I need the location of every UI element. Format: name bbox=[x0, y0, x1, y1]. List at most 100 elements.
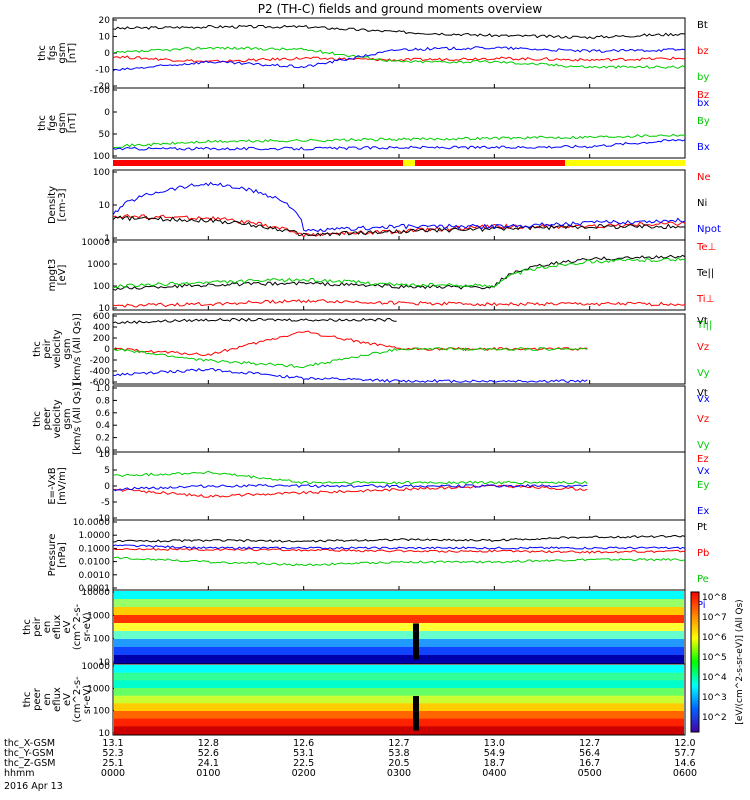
spectrogram-band bbox=[114, 615, 684, 624]
footer-value: 18.7 bbox=[484, 758, 505, 769]
y-tick-label: 20 bbox=[99, 16, 111, 26]
y-tick-label: 0.0010 bbox=[79, 571, 111, 581]
y-axis-label-line: Density bbox=[47, 186, 58, 224]
panel-frame bbox=[112, 87, 686, 159]
legend-entry: Vt bbox=[697, 388, 708, 399]
y-axis-label-line: thc bbox=[32, 341, 43, 357]
y-tick-label: 10000 bbox=[81, 588, 110, 598]
y-tick-label: -10 bbox=[95, 514, 110, 524]
y-tick-label: 10000 bbox=[81, 662, 110, 672]
footer-value: 53.1 bbox=[293, 748, 314, 759]
y-tick-label: -400 bbox=[90, 367, 111, 377]
footer-value: 52.6 bbox=[198, 748, 219, 759]
y-axis-label-line: [km/s (All Qs)] bbox=[72, 383, 83, 455]
legend-entry: bz bbox=[697, 46, 709, 57]
y-tick-label: 10 bbox=[99, 450, 111, 460]
legend-entry: Ey bbox=[697, 480, 709, 491]
legend-entry: Te|| bbox=[696, 268, 714, 279]
mode-bar-segment bbox=[403, 160, 415, 166]
y-tick-label: 0.0001 bbox=[79, 584, 111, 594]
footer-value: 57.7 bbox=[674, 748, 695, 759]
spectrogram-band bbox=[114, 711, 684, 720]
footer-value: 0100 bbox=[196, 768, 220, 779]
spectrogram-band bbox=[114, 623, 684, 632]
y-axis-label-line: sr-eV) bbox=[82, 612, 93, 641]
legend-entry: Ex bbox=[697, 506, 709, 517]
legend-entry: By bbox=[697, 116, 710, 127]
y-tick-label: 100 bbox=[93, 168, 110, 178]
series-line bbox=[113, 46, 686, 69]
y-axis-label-line: Pressure bbox=[47, 534, 58, 577]
footer-value: 12.7 bbox=[388, 738, 409, 749]
y-tick-label: 100 bbox=[93, 282, 110, 292]
y-axis-label-line: en bbox=[42, 693, 53, 706]
y-tick-label: 0.8 bbox=[96, 396, 111, 406]
y-tick-label: 0.0 bbox=[96, 446, 111, 456]
spectrogram-peir_en bbox=[114, 591, 684, 664]
y-tick-label: 10 bbox=[99, 201, 111, 211]
y-axis-label-line: peir bbox=[42, 338, 53, 358]
panel-frame bbox=[112, 385, 686, 453]
series-line bbox=[112, 46, 686, 72]
y-axis-label-line: gsm bbox=[62, 338, 73, 359]
series-line bbox=[112, 368, 588, 384]
panel-peer_en: thc peer en eflux eV (cm^2-s-sr-eV) 10000 1000 1… bbox=[22, 662, 686, 739]
colorbar-gradient bbox=[690, 591, 700, 733]
figure-title: P2 (TH-C) fields and ground moments over… bbox=[258, 2, 543, 16]
series-line bbox=[112, 317, 397, 325]
series-line bbox=[112, 298, 686, 308]
spectrogram-band bbox=[114, 703, 684, 712]
legend-entry: Vx bbox=[697, 394, 710, 405]
y-axis-label-line: thc bbox=[37, 45, 48, 61]
y-tick-label: 0 bbox=[104, 345, 110, 355]
spectrogram-band bbox=[114, 591, 684, 600]
legend-entry: Npot bbox=[697, 224, 721, 235]
spectrogram-peer_en bbox=[114, 665, 684, 735]
series-line bbox=[112, 484, 588, 498]
legend-entry: Bx bbox=[697, 142, 710, 153]
y-tick-label: 10 bbox=[99, 33, 111, 43]
y-tick-label: 1.0000 bbox=[79, 531, 111, 541]
colorbar-tick-label: 10^7 bbox=[702, 613, 727, 623]
spectrogram-gap bbox=[413, 623, 419, 660]
y-axis-label-line: [nT] bbox=[67, 43, 78, 63]
series-line bbox=[112, 256, 686, 289]
footer-value: 25.1 bbox=[102, 758, 123, 769]
series-line bbox=[112, 547, 686, 554]
y-axis-label-line: peer bbox=[32, 687, 43, 711]
y-axis-label-line: peer bbox=[42, 407, 53, 431]
footer-value: 54.9 bbox=[484, 748, 505, 759]
series-line bbox=[112, 347, 588, 369]
spectrogram-gap bbox=[413, 696, 419, 731]
footer-value: 24.1 bbox=[198, 758, 219, 769]
legend-entry: Bz bbox=[697, 90, 709, 101]
y-tick-label: -10 bbox=[95, 66, 110, 76]
spectrogram-band bbox=[114, 688, 684, 697]
legend-entry: bx bbox=[697, 98, 709, 109]
y-tick-label: -200 bbox=[90, 356, 111, 366]
y-tick-label: 200 bbox=[93, 334, 110, 344]
footer-value: 12.7 bbox=[579, 738, 600, 749]
y-tick-label: -5 bbox=[101, 498, 110, 508]
y-axis-label-line: fge bbox=[47, 115, 58, 131]
footer-value: 12.6 bbox=[293, 738, 314, 749]
footer-value: 56.4 bbox=[579, 748, 600, 759]
series-line bbox=[112, 214, 686, 239]
y-axis-label-line: gsm bbox=[57, 42, 68, 63]
spectrogram-band bbox=[114, 631, 684, 640]
legend-entry: Pi bbox=[697, 600, 706, 611]
legend-entry: Ni bbox=[697, 198, 707, 209]
series-line bbox=[112, 181, 686, 233]
footer-value: 0600 bbox=[673, 768, 697, 779]
series-line bbox=[112, 470, 588, 485]
footer-value: 14.6 bbox=[674, 758, 695, 769]
series-line bbox=[112, 544, 686, 550]
spectrogram-band bbox=[114, 655, 684, 664]
mode-bar-segment bbox=[113, 160, 403, 166]
spectrogram-band bbox=[114, 647, 684, 656]
y-axis-label-line: [nPa] bbox=[57, 542, 68, 568]
y-axis-label-line: thc bbox=[37, 115, 48, 131]
y-axis-label-line: eV bbox=[62, 693, 73, 706]
footer-value: 20.5 bbox=[388, 758, 409, 769]
